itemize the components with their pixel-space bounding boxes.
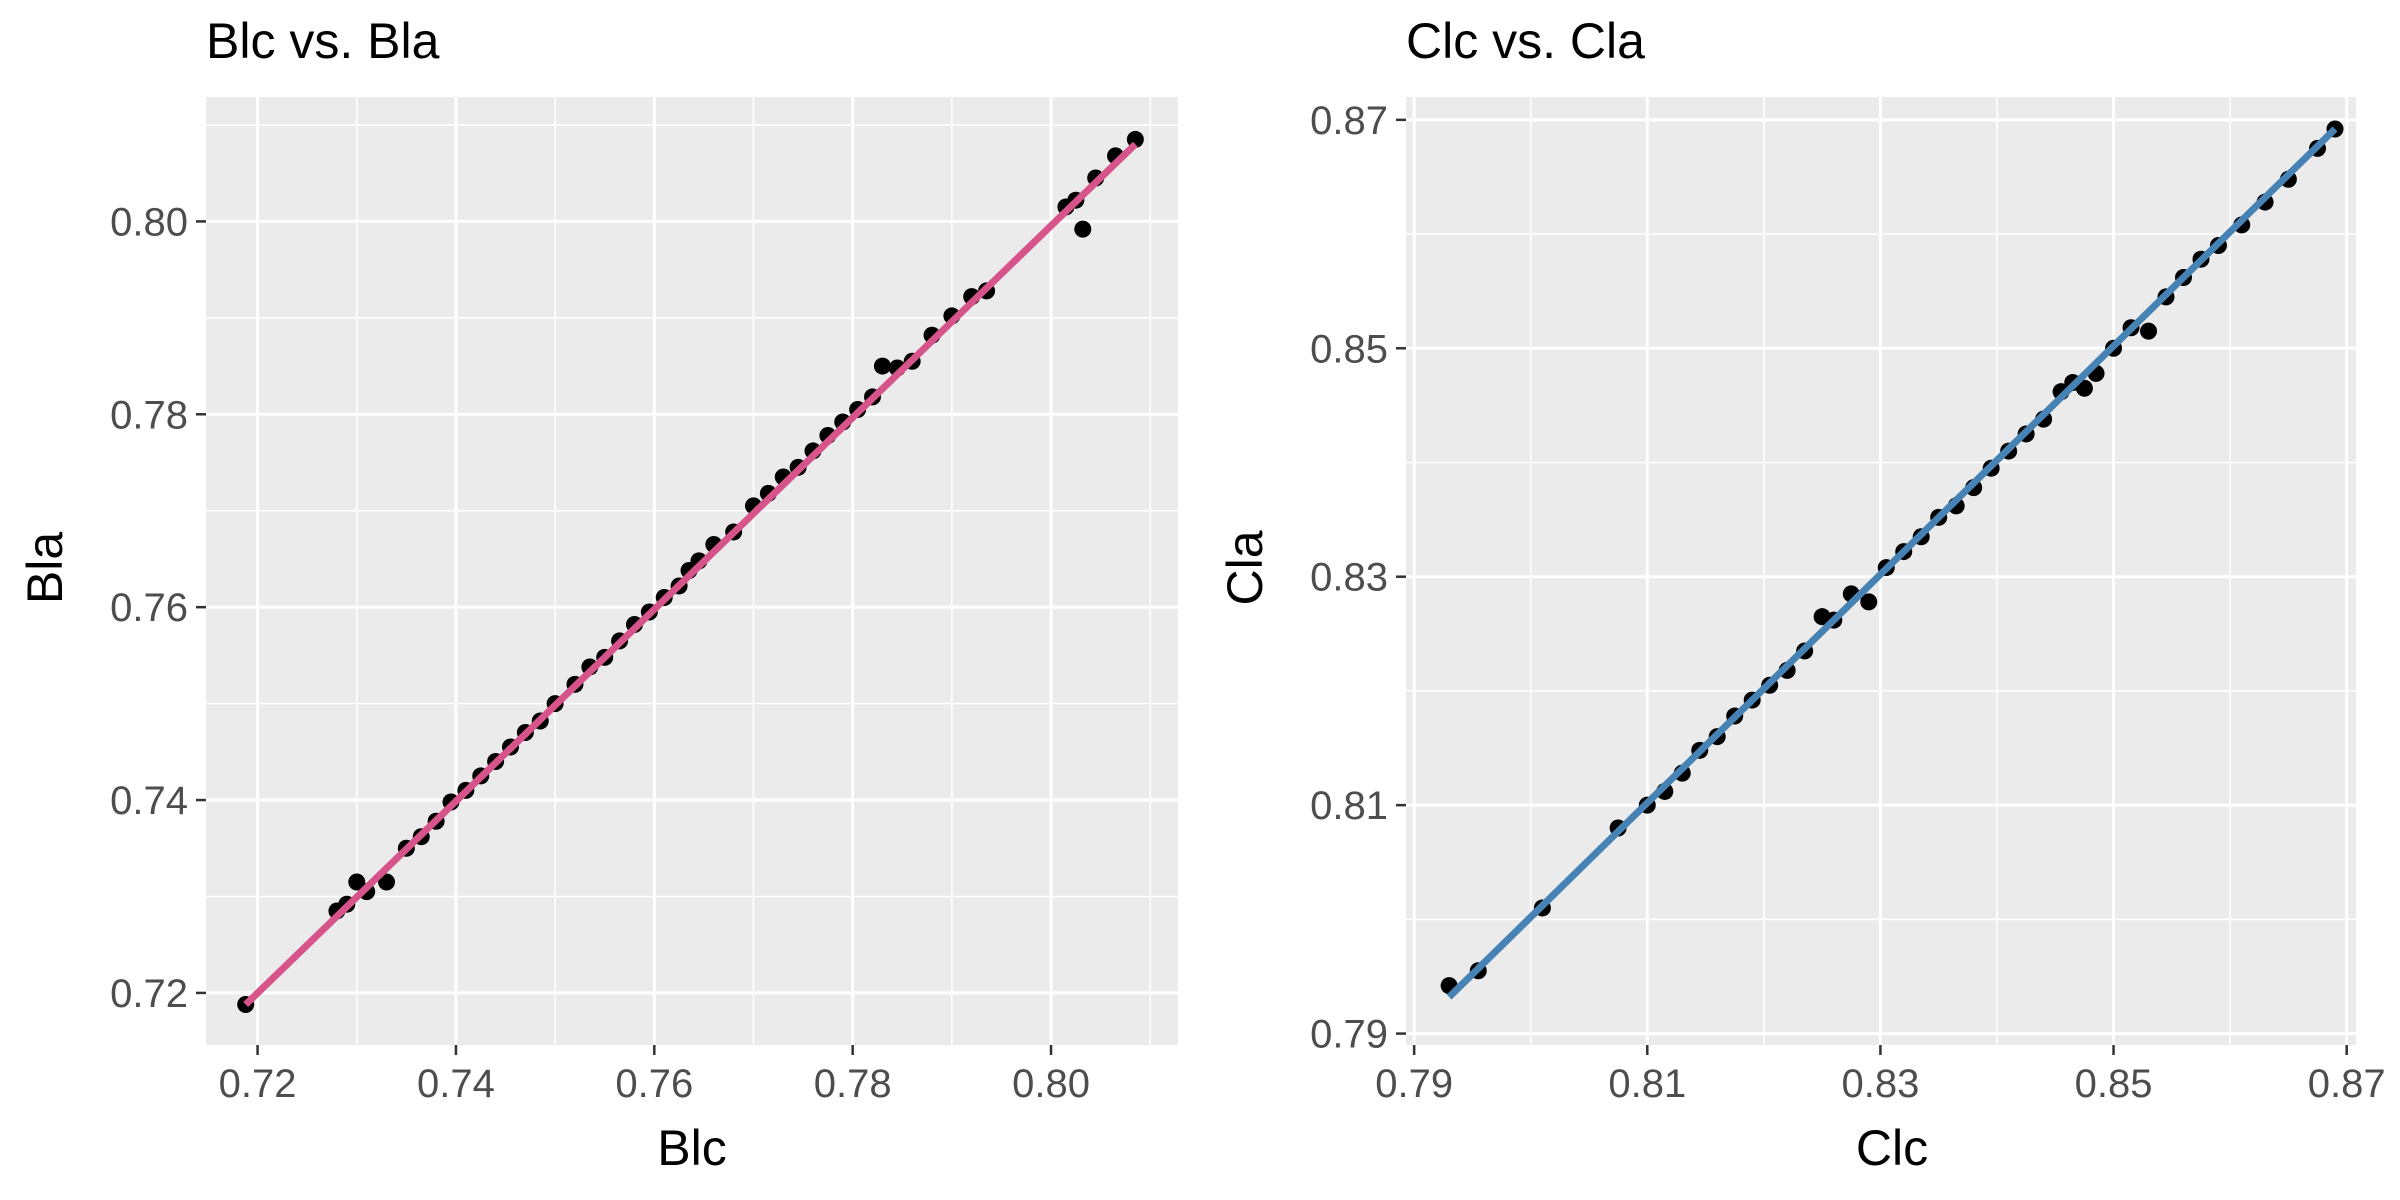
y-tick-label: 0.87 <box>1310 99 1388 143</box>
plot-area: 0.72 0.74 0.76 0.78 0.80 0.72 0.74 0.76 0.78 0.80 <box>110 97 1178 1106</box>
fit-line <box>1446 126 2338 1000</box>
y-tick-label: 0.76 <box>110 586 188 630</box>
y-axis-title: Cla <box>1217 530 1273 605</box>
x-axis-title: Blc <box>657 1120 726 1176</box>
data-point <box>2075 379 2093 397</box>
x-tick-label: 0.78 <box>814 1062 892 1106</box>
x-tick-label: 0.83 <box>1841 1062 1919 1106</box>
y-tick-label: 0.78 <box>110 393 188 437</box>
data-point <box>2140 322 2158 340</box>
plot-area: 0.79 0.81 0.83 0.85 0.87 0.79 0.81 0.83 0.85 0.87 <box>1310 97 2386 1106</box>
y-axis-title: Bla <box>17 532 73 604</box>
y-tick-label: 0.83 <box>1310 556 1388 600</box>
y-tick-label: 0.72 <box>110 972 188 1016</box>
x-tick-label: 0.76 <box>615 1062 693 1106</box>
y-tick-label: 0.85 <box>1310 327 1388 371</box>
y-tick-label: 0.80 <box>110 200 188 244</box>
x-tick-label: 0.80 <box>1012 1062 1090 1106</box>
x-tick-label: 0.87 <box>2308 1062 2386 1106</box>
chart-panel-blc-vs-bla: 0.72 0.74 0.76 0.78 0.80 0.72 0.74 0.76 0.78 0.80… <box>17 13 1178 1176</box>
x-tick-label: 0.72 <box>219 1062 297 1106</box>
x-axis-title: Clc <box>1856 1120 1928 1176</box>
x-tick-label: 0.74 <box>417 1062 495 1106</box>
data-point <box>1860 593 1878 611</box>
y-tick-label: 0.81 <box>1310 784 1388 828</box>
x-tick-label: 0.81 <box>1608 1062 1686 1106</box>
y-tick-label: 0.74 <box>110 779 188 823</box>
chart-title: Blc vs. Bla <box>206 13 440 69</box>
chart-title: Clc vs. Cla <box>1406 13 1645 69</box>
y-tick-label: 0.79 <box>1310 1013 1388 1057</box>
x-tick-label: 0.85 <box>2075 1062 2153 1106</box>
data-point <box>873 357 891 375</box>
chart-panel-clc-vs-cla: 0.79 0.81 0.83 0.85 0.87 0.79 0.81 0.83 0.85 0.87… <box>1217 13 2386 1176</box>
data-point <box>378 873 396 891</box>
x-tick-label: 0.79 <box>1375 1062 1453 1106</box>
data-point <box>1074 220 1092 238</box>
fit-line <box>243 141 1138 1008</box>
